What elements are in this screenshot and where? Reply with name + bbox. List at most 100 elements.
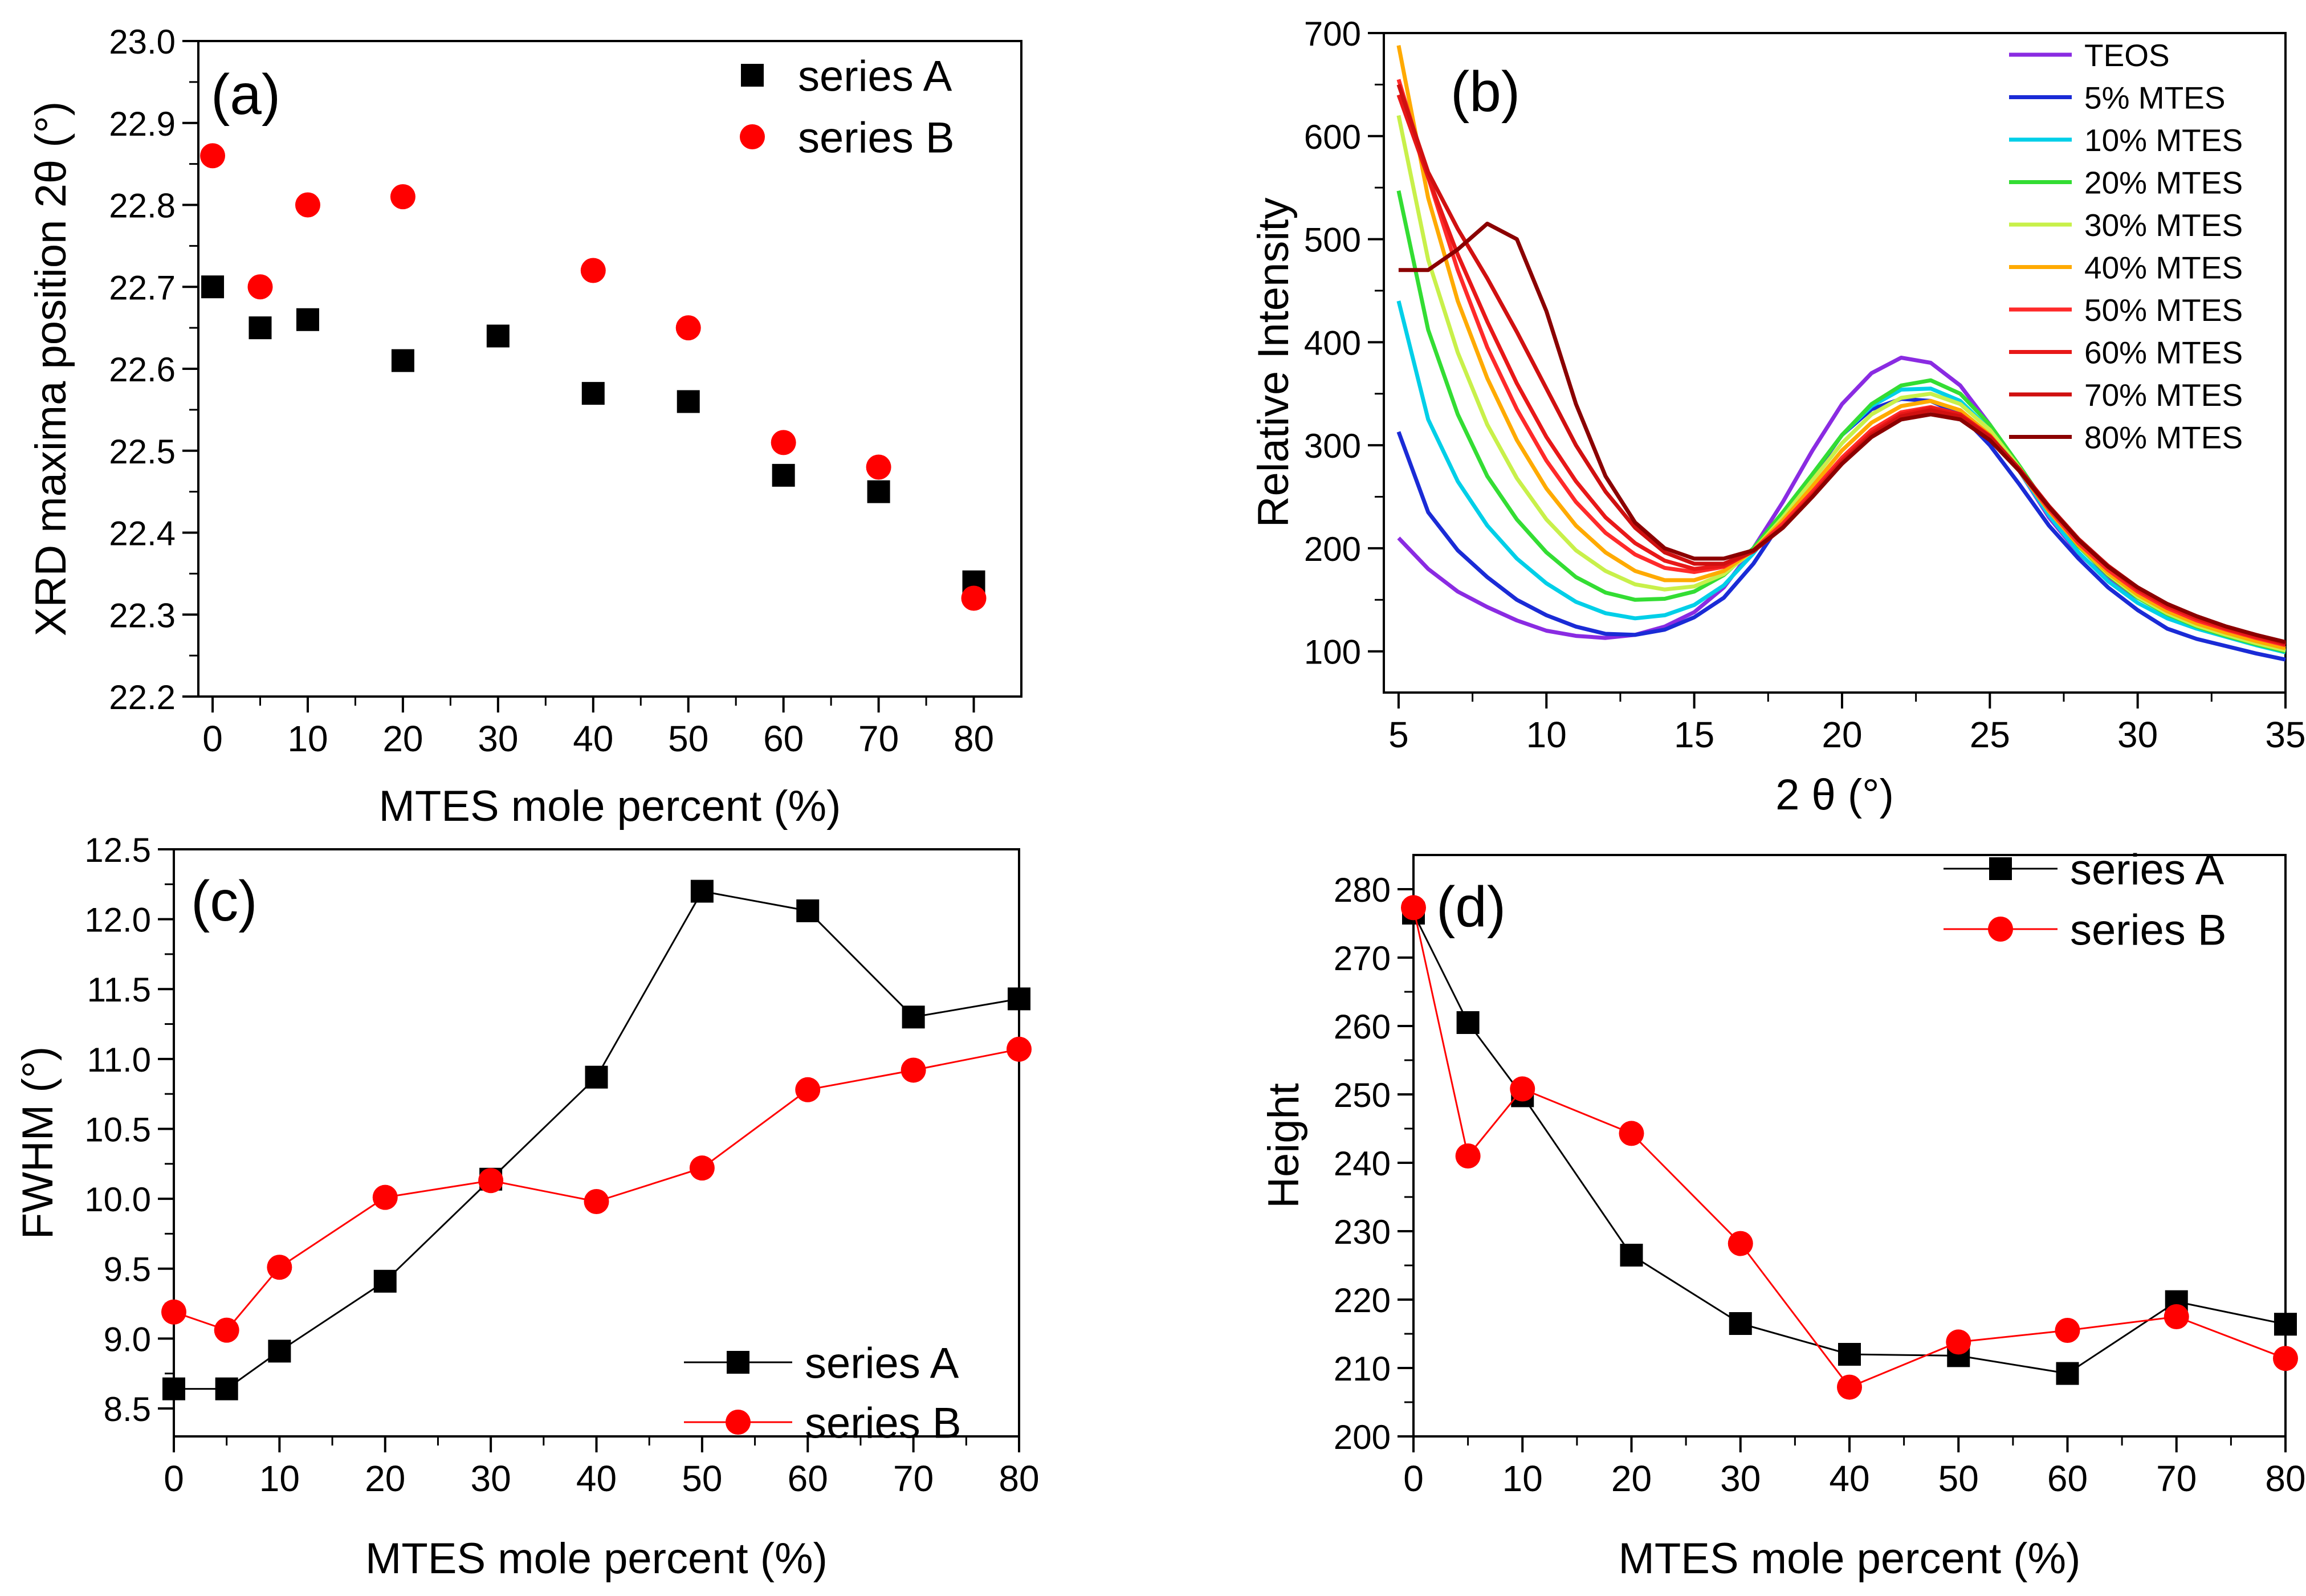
y-tick-label: 300 xyxy=(1304,427,1361,465)
chart-panel-3: 0 10 20 30 40 50 60 70 80 200 210 220 230 240 250 260 27… xyxy=(1260,845,2306,1583)
chart-panel-0: 0 10 20 30 40 50 60 70 80 22.2 22.3 22.4 22.5 22.6 22.… xyxy=(27,23,1022,830)
legend-label: 20% MTES xyxy=(2084,165,2243,200)
x-tick-label: 20 xyxy=(1611,1458,1652,1499)
legend-label: 70% MTES xyxy=(2084,377,2243,413)
y-tick-label: 240 xyxy=(1334,1145,1391,1183)
x-tick-label: 70 xyxy=(893,1458,934,1499)
y-tick-label: 500 xyxy=(1304,221,1361,259)
data-point xyxy=(247,274,273,300)
y-tick-label: 22.2 xyxy=(109,678,176,716)
y-tick-label: 9.5 xyxy=(104,1251,151,1289)
y-axis-label: XRD maxima position 2θ (°) xyxy=(27,101,75,636)
legend-entry: 30% MTES xyxy=(2009,207,2243,243)
series-line xyxy=(1396,45,2286,650)
y-tick-label: 10.5 xyxy=(84,1110,151,1149)
series-line xyxy=(1412,913,2286,1375)
series-1 xyxy=(1401,895,2298,1400)
data-point xyxy=(689,1155,715,1181)
legend-entry: 5% MTES xyxy=(2009,80,2226,115)
x-tick-label: 60 xyxy=(788,1458,828,1499)
y-tick-label: 22.8 xyxy=(109,187,176,225)
legend-label: 30% MTES xyxy=(2084,207,2243,243)
data-point xyxy=(2056,1362,2079,1385)
x-tick-label: 70 xyxy=(2156,1458,2197,1499)
data-point xyxy=(867,480,890,503)
data-point xyxy=(866,454,891,480)
x-tick-label: 0 xyxy=(164,1458,184,1499)
y-tick-label: 11.5 xyxy=(87,971,151,1009)
y-tick-label: 270 xyxy=(1334,939,1391,978)
legend-label: 60% MTES xyxy=(2084,335,2243,370)
panel-label: (b) xyxy=(1451,60,1520,124)
data-point xyxy=(372,1184,398,1210)
y-tick-label: 700 xyxy=(1304,15,1361,53)
y-tick-label: 400 xyxy=(1304,324,1361,362)
series-0 xyxy=(1402,902,2297,1385)
y-tick-label: 600 xyxy=(1304,118,1361,156)
y-tick-label: 11.0 xyxy=(87,1041,151,1079)
legend-label: series A xyxy=(2070,845,2224,894)
x-axis-label: 2 θ (°) xyxy=(1775,771,1894,819)
data-point xyxy=(584,1189,609,1214)
x-axis-label: MTES mole percent (%) xyxy=(1619,1534,2081,1583)
legend-entry: series B xyxy=(1944,906,2227,954)
plot-frame xyxy=(1383,32,2287,694)
data-point xyxy=(1620,1244,1643,1267)
data-point xyxy=(902,1005,925,1029)
x-tick-label: 40 xyxy=(576,1458,617,1499)
y-tick-label: 250 xyxy=(1334,1076,1391,1114)
legend-label: 10% MTES xyxy=(2084,123,2243,158)
y-tick-label: 8.5 xyxy=(104,1390,151,1428)
legend-marker xyxy=(741,64,764,87)
x-tick-label: 5 xyxy=(1388,714,1409,755)
series-line xyxy=(173,1048,1020,1332)
legend-entry: series B xyxy=(740,113,955,162)
data-point xyxy=(1510,1076,1535,1102)
x-tick-label: 60 xyxy=(2047,1458,2088,1499)
x-tick-label: 0 xyxy=(202,718,223,759)
data-point xyxy=(1007,1036,1032,1062)
legend-label: 50% MTES xyxy=(2084,292,2243,328)
legend-label: series B xyxy=(798,113,955,162)
data-point xyxy=(2273,1346,2298,1371)
x-tick-label: 10 xyxy=(1526,714,1567,755)
legend-entry: 50% MTES xyxy=(2009,292,2243,328)
x-tick-label: 80 xyxy=(2265,1458,2305,1499)
legend-marker xyxy=(1988,917,2013,942)
legend-label: TEOS xyxy=(2084,38,2170,73)
data-point xyxy=(296,308,319,331)
data-point xyxy=(677,390,700,413)
chart-panel-2: 0 10 20 30 40 50 60 70 80 8.5 9.0 9.5 10.0 10.5 11.0 11… xyxy=(14,831,1040,1583)
x-tick-label: 20 xyxy=(365,1458,405,1499)
data-point xyxy=(2274,1313,2297,1336)
y-tick-label: 23.0 xyxy=(109,23,176,61)
data-point xyxy=(690,880,714,903)
data-point xyxy=(390,184,415,210)
panel-label: (a) xyxy=(211,63,280,127)
series-5 xyxy=(1396,45,2286,650)
data-point xyxy=(675,315,701,341)
legend-entry: 60% MTES xyxy=(2009,335,2243,370)
x-tick-label: 50 xyxy=(682,1458,722,1499)
data-point xyxy=(2055,1318,2080,1343)
data-point xyxy=(478,1168,504,1194)
legend-marker xyxy=(740,124,765,149)
legend-label: 5% MTES xyxy=(2084,80,2226,115)
data-point xyxy=(248,316,272,340)
x-axis-label: MTES mole percent (%) xyxy=(365,1534,828,1583)
y-tick-label: 22.9 xyxy=(109,105,176,143)
data-point xyxy=(901,1057,926,1083)
y-tick-label: 210 xyxy=(1334,1350,1391,1388)
legend-marker xyxy=(726,1410,751,1435)
legend-label: 40% MTES xyxy=(2084,250,2243,285)
x-tick-label: 60 xyxy=(763,718,804,759)
legend-entry: 10% MTES xyxy=(2009,123,2243,158)
data-point xyxy=(1838,1343,1861,1366)
data-point xyxy=(486,324,510,348)
x-tick-label: 40 xyxy=(1829,1458,1869,1499)
legend-marker xyxy=(727,1351,749,1374)
data-point xyxy=(1619,1121,1644,1146)
series-1 xyxy=(161,1036,1032,1343)
x-tick-label: 20 xyxy=(382,718,423,759)
legend-marker xyxy=(1989,857,2012,880)
